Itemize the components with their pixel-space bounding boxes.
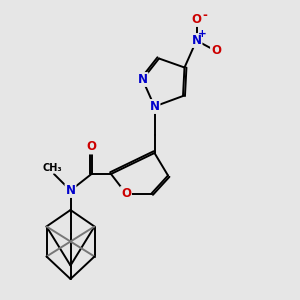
Text: N: N xyxy=(137,73,148,86)
Text: O: O xyxy=(211,44,221,58)
Text: CH₃: CH₃ xyxy=(43,163,62,173)
Text: O: O xyxy=(86,140,97,154)
Text: O: O xyxy=(191,13,202,26)
Text: N: N xyxy=(65,184,76,197)
Text: +: + xyxy=(197,29,206,39)
Text: N: N xyxy=(149,100,160,113)
Text: -: - xyxy=(202,8,207,22)
Text: O: O xyxy=(121,187,131,200)
Text: N: N xyxy=(191,34,202,47)
